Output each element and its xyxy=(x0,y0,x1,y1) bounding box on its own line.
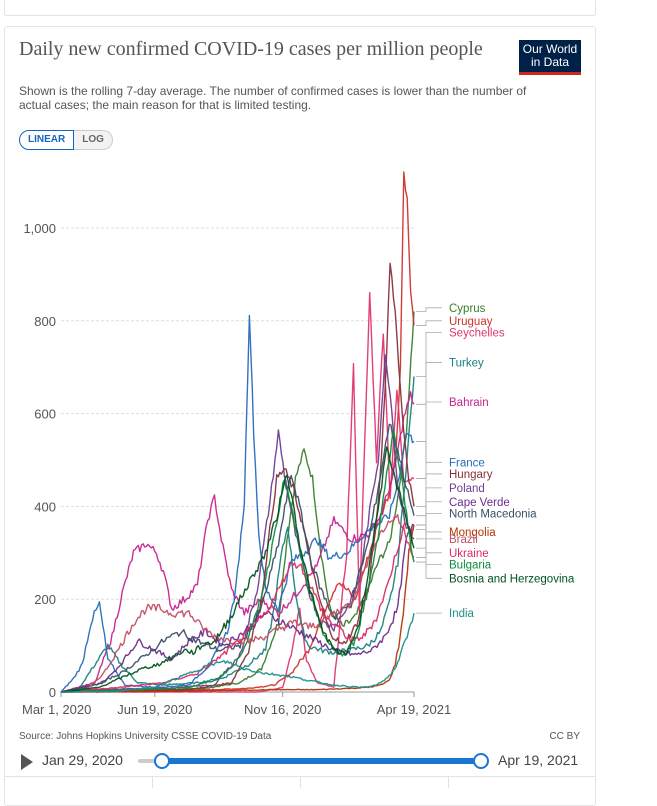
legend-label-bahrain: Bahrain xyxy=(449,397,489,409)
scale-toggle: LINEAR LOG xyxy=(19,130,113,150)
series-line-brazil xyxy=(60,513,415,693)
y-tick-label: 600 xyxy=(34,407,56,422)
y-tick-label: 800 xyxy=(34,314,56,329)
legend-leader-line xyxy=(416,362,442,377)
series-line-cyprus xyxy=(60,311,415,693)
series-line-bahrain xyxy=(60,391,415,693)
chart-card xyxy=(4,26,596,806)
license-link[interactable]: CC BY xyxy=(549,731,580,742)
y-tick-label: 1,000 xyxy=(23,221,56,236)
legend-label-france: France xyxy=(449,457,485,469)
bottom-tab-bar xyxy=(4,776,596,788)
legend-label-bulgaria: Bulgaria xyxy=(449,559,492,571)
timeline: Jan 29, 2020 Apr 19, 2021 xyxy=(0,748,657,776)
legend-leader-line xyxy=(416,320,442,326)
legend-leader-line xyxy=(416,561,442,565)
legend-label-cyprus: Cyprus xyxy=(449,303,486,315)
series-line-poland xyxy=(60,354,415,693)
previous-card-edge xyxy=(4,0,596,16)
legend-leader-line xyxy=(416,307,442,312)
timeline-end-handle[interactable] xyxy=(473,753,489,769)
logo-line-1: Our World xyxy=(522,42,578,56)
play-icon[interactable] xyxy=(21,754,33,770)
legend-label-turkey: Turkey xyxy=(449,358,484,370)
legend-label-mongolia: Mongolia xyxy=(449,527,496,539)
legend-label-cape-verde: Cape Verde xyxy=(449,497,510,509)
legend-leader-line xyxy=(416,441,442,463)
series-line-india xyxy=(61,612,415,693)
series-line-france xyxy=(60,314,415,693)
legend-leader-line xyxy=(416,524,442,533)
axis-labels: 0 200 400 600 800 1,000 Mar 1, 2020 Jun 19, 202… xyxy=(22,221,451,717)
legend-label-hungary: Hungary xyxy=(449,469,493,481)
x-tick-label: Apr 19, 2021 xyxy=(377,702,451,717)
tab-table[interactable] xyxy=(300,777,448,788)
log-scale-button[interactable]: LOG xyxy=(74,130,113,150)
legend-label-brazil: Brazil xyxy=(449,534,478,546)
tab-chart[interactable] xyxy=(4,777,152,788)
x-tick-label: Mar 1, 2020 xyxy=(22,702,91,717)
owid-logo[interactable]: Our World in Data xyxy=(519,40,581,75)
line-chart: 0 200 400 600 800 1,000 Mar 1, 2020 Jun 19, 202… xyxy=(22,171,575,717)
legend-leader-line xyxy=(416,332,442,479)
legend-label-seychelles: Seychelles xyxy=(449,327,505,339)
chart-title: Daily new confirmed COVID-19 cases per m… xyxy=(19,38,483,60)
legend-label-uruguay: Uruguay xyxy=(449,316,493,328)
legend-leader-line xyxy=(416,547,442,579)
legend-label-ukraine: Ukraine xyxy=(449,548,489,560)
legend-label-india: India xyxy=(449,608,475,620)
series-lines xyxy=(60,171,415,693)
tab-sources[interactable] xyxy=(448,777,596,788)
timeline-end-label: Apr 19, 2021 xyxy=(498,752,579,768)
series-line-bosnia-and-herzegovina xyxy=(61,446,415,693)
series-line-seychelles xyxy=(60,292,415,693)
legend-leader-line xyxy=(416,529,442,554)
logo-line-2: in Data xyxy=(530,55,570,69)
x-tick-label: Jun 19, 2020 xyxy=(117,702,192,717)
x-tick-label: Nov 16, 2020 xyxy=(244,702,321,717)
timeline-start-label: Jan 29, 2020 xyxy=(42,752,123,768)
legend-label-poland: Poland xyxy=(449,483,485,495)
legend-leader-line xyxy=(416,512,442,517)
source-note[interactable]: Source: Johns Hopkins University CSSE CO… xyxy=(19,731,272,742)
legend-leader-line xyxy=(416,401,442,405)
legend-label-bosnia-and-herzegovina: Bosnia and Herzegovina xyxy=(449,573,575,585)
linear-scale-button[interactable]: LINEAR xyxy=(19,130,75,150)
y-tick-label: 400 xyxy=(34,499,56,514)
series-line-north-macedonia xyxy=(60,423,415,693)
series-line-mongolia xyxy=(60,524,415,693)
timeline-selected-range xyxy=(162,758,480,764)
chart-subtitle: Shown is the rolling 7-day average. The … xyxy=(19,84,527,112)
y-tick-label: 200 xyxy=(34,592,56,607)
y-tick-label: 0 xyxy=(49,685,56,700)
timeline-start-handle[interactable] xyxy=(154,753,170,769)
legend-label-north-macedonia: North Macedonia xyxy=(449,508,537,520)
tab-map[interactable] xyxy=(152,777,300,788)
series-line-cape-verde xyxy=(60,523,415,693)
